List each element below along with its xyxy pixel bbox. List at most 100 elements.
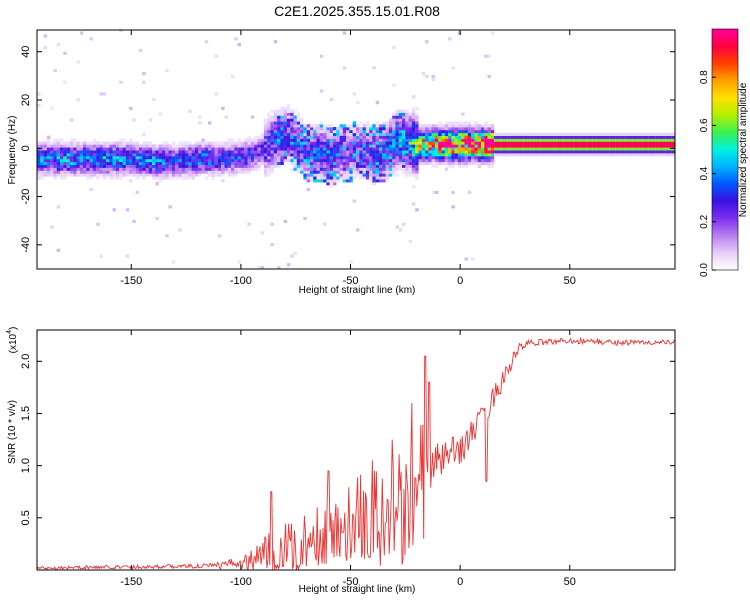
heatmap-cell [543,150,547,154]
heatmap-cell [632,141,636,145]
heatmap-cell [408,147,412,151]
heatmap-cell [421,144,426,148]
heatmap-cell [553,153,557,157]
heatmap-cell [175,153,179,157]
heatmap-cell [283,138,287,142]
heatmap-cell [293,132,297,136]
heatmap-cell [385,156,389,160]
heatmap-cell [398,115,403,119]
heatmap-cell [582,132,587,136]
heatmap-cell [425,135,429,139]
heatmap-cell [227,138,232,142]
heatmap-cell [438,150,442,154]
heatmap-cell [421,153,426,157]
heatmap-cell [494,150,498,154]
heatmap-cell [162,144,166,148]
heatmap-cell [244,153,248,157]
heatmap-cell [421,129,426,134]
heatmap-cell [362,167,366,171]
heatmap-cell [142,72,146,76]
heatmap-cell [352,121,357,125]
heatmap-cell [162,158,166,163]
heatmap-cell [339,132,343,136]
heatmap-cell [448,129,452,134]
heatmap-cell [148,173,153,177]
y-tick-label: 40 [20,46,32,58]
heatmap-cell [138,164,143,168]
heatmap-cell [520,147,524,151]
snr-frame [36,329,676,571]
heatmap-cell [661,144,666,148]
heatmap-cell [92,158,97,163]
heatmap-cell [517,147,521,151]
heatmap-cell [615,135,620,139]
heatmap-cell [273,138,278,142]
heatmap-cell [145,158,149,163]
heatmap-cell [306,150,311,154]
heatmap-cell [395,132,399,136]
heatmap-cell [336,170,340,174]
heatmap-cell [135,167,140,171]
heatmap-cell [500,141,505,145]
heatmap-cell [349,156,353,160]
heatmap-cell [185,141,189,145]
heatmap-cell [582,138,587,142]
heatmap-cell [444,129,449,134]
heatmap-cell [79,141,84,145]
heatmap-cell [457,153,462,157]
heatmap-cell [418,129,422,134]
heatmap-cell [428,138,432,142]
heatmap-cell [434,132,439,136]
heatmap-cell [208,144,212,148]
heatmap-cell [586,132,590,136]
heatmap-cell [464,129,468,134]
heatmap-cell [434,153,439,157]
heatmap-cell [349,179,353,183]
heatmap-cell [438,153,442,157]
heatmap-cell [96,153,100,157]
heatmap-cell [181,144,186,148]
heatmap-cell [642,153,646,157]
heatmap-cell [329,124,334,128]
heatmap-cell [43,158,47,163]
heatmap-cell [178,141,182,145]
heatmap-cell [326,158,330,163]
heatmap-cell [461,161,465,165]
heatmap-cell [277,141,281,145]
heatmap-cell [504,141,508,145]
heatmap-cell [464,135,468,139]
heatmap-cell [342,138,347,142]
heatmap-cell [319,124,324,128]
heatmap-cell [352,156,357,160]
heatmap-cell [333,138,337,142]
heatmap-cell [86,173,90,177]
heatmap-cell [37,144,41,148]
heatmap-cell [405,164,409,168]
heatmap-cell [388,135,393,139]
heatmap-cell [277,147,281,151]
heatmap-cell [310,156,314,160]
heatmap-cell [73,161,77,165]
heatmap-cell [171,147,176,151]
heatmap-cell [457,141,462,145]
heatmap-cell [372,132,376,136]
heatmap-cell [431,135,435,139]
heatmap-cell [56,144,61,148]
heatmap-cell [605,132,610,136]
heatmap-cell [451,127,455,131]
heatmap-cell [484,135,488,139]
spectrogram-y-label: Frequency (Hz) [7,116,18,185]
heatmap-cell [385,173,389,177]
heatmap-cell [402,147,406,151]
heatmap-cell [106,170,110,174]
heatmap-cell [66,150,70,154]
heatmap-cell [76,156,80,160]
heatmap-cell [122,144,126,148]
heatmap-cell [556,144,560,148]
heatmap-cell [194,170,199,174]
heatmap-cell [250,141,255,145]
heatmap-cell [194,153,199,157]
heatmap-cell [162,153,166,157]
heatmap-cell [142,161,146,165]
heatmap-cell [152,144,156,148]
